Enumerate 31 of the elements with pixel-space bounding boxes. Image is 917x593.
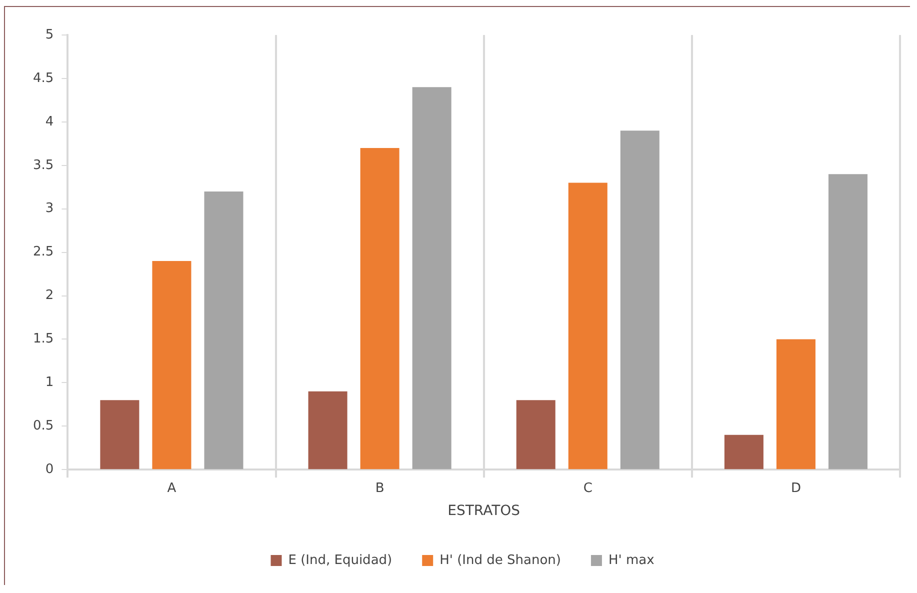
- bar: [620, 130, 660, 470]
- y-tick-label: 5: [45, 27, 54, 42]
- bar: [776, 339, 816, 470]
- y-tick-label: 2: [45, 288, 54, 304]
- y-tick-label: 0.5: [32, 418, 54, 434]
- y-tick-label: 2.5: [32, 244, 54, 260]
- bar: [204, 191, 244, 470]
- y-tick-label: 1.5: [32, 332, 54, 347]
- bar: [516, 400, 556, 470]
- x-tick-label: A: [167, 480, 176, 496]
- bar: [412, 87, 452, 470]
- bar: [724, 434, 764, 470]
- bar: [152, 260, 192, 470]
- y-tick-label: 0: [45, 462, 54, 477]
- y-tick-label: 3.5: [32, 158, 54, 173]
- x-tick-label: C: [583, 480, 592, 496]
- bar: [100, 400, 140, 470]
- x-tick-label: D: [790, 480, 801, 496]
- legend-label: H' max: [608, 552, 655, 568]
- legend-label: H' (Ind de Shanon): [440, 552, 561, 568]
- legend-label: E (Ind, Equidad): [288, 552, 392, 568]
- bar: [308, 391, 348, 470]
- bar: [360, 148, 400, 470]
- y-tick-label: 4.5: [32, 70, 54, 86]
- x-axis-title: ESTRATOS: [448, 503, 520, 520]
- bar: [828, 174, 868, 470]
- y-tick-label: 3: [45, 201, 54, 216]
- x-tick-label: B: [375, 480, 384, 496]
- bar: [568, 182, 608, 470]
- y-tick-label: 4: [45, 114, 54, 130]
- y-tick-label: 1: [45, 375, 54, 390]
